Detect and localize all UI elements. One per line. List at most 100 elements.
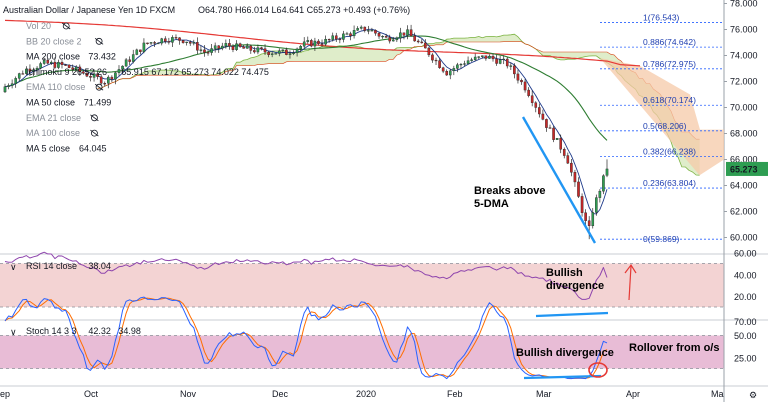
candle-body: [274, 53, 278, 55]
rollover-annotation: Rollover from o/s: [629, 342, 719, 354]
candle-body: [377, 33, 381, 37]
candle-body: [448, 70, 452, 76]
chart-title: Australian Dollar / Japanese Yen 1D FXCM: [3, 5, 175, 15]
rsi-tick-label: 20.00: [734, 292, 757, 302]
time-tick-label: Nov: [180, 389, 197, 399]
eye-slash: [90, 129, 99, 137]
candle-body: [313, 40, 317, 47]
candle-body: [331, 35, 335, 40]
candle-body: [327, 38, 331, 41]
candle-body: [356, 28, 359, 31]
candle-body: [577, 181, 580, 197]
indicator-value: 71.499: [84, 98, 112, 108]
candle-body: [288, 53, 292, 55]
rsi-tick-label: 60.00: [734, 249, 757, 259]
candle-body: [46, 59, 50, 64]
candle-body: [64, 64, 67, 66]
eye-off-icon[interactable]: [62, 22, 70, 30]
candle-body: [238, 43, 242, 47]
candle-body: [359, 26, 363, 29]
time-tick-label: Sep: [0, 389, 10, 399]
rsi-pane: [4, 251, 608, 300]
candle-body: [399, 32, 402, 39]
candle-body: [156, 42, 160, 45]
indicator-value: 73.432: [88, 52, 116, 62]
candle-body: [580, 196, 584, 213]
fib-label: 0.5(68.206): [643, 121, 687, 131]
candle-body: [391, 39, 395, 42]
ma-200-line: [4, 19, 641, 67]
indicator-label: EMA 110 close: [26, 82, 85, 92]
candle-body: [491, 55, 495, 60]
candle-body: [228, 43, 231, 47]
candle-body: [498, 59, 502, 64]
price-tick-label: 76.000: [730, 25, 758, 35]
candle-body: [370, 30, 374, 32]
ichimoku-future-cloud: [600, 58, 724, 176]
stochastic-pane: [4, 296, 608, 380]
candle-body: [402, 32, 406, 36]
candle-body: [277, 50, 281, 54]
candle-body: [174, 37, 178, 39]
candle-body: [50, 61, 53, 64]
fib-label: 1(76.543): [643, 12, 680, 22]
indicator-label: MA 100 close: [26, 128, 80, 138]
stoch-d-value: 34.98: [118, 326, 141, 336]
annotation-line: Bullish: [546, 267, 583, 279]
rsi-divergence-annotation: Bullish divergence: [546, 267, 604, 292]
candle-body: [263, 48, 267, 53]
candle-body: [587, 220, 591, 227]
price-tick-label: 62.000: [730, 207, 758, 217]
eye-off-icon[interactable]: [91, 114, 98, 122]
candle-body: [363, 26, 367, 31]
candle-body: [249, 45, 253, 51]
candle-body: [167, 41, 171, 43]
candle-body: [39, 63, 42, 69]
eye-off-icon[interactable]: [95, 83, 103, 91]
fib-label: 0.786(72.975): [643, 59, 696, 69]
candle-body: [199, 49, 203, 51]
candle-body: [548, 127, 552, 129]
candle-body: [598, 190, 602, 198]
candle-body: [21, 73, 25, 75]
candle-body: [253, 50, 256, 53]
settings-gear-icon: ⚙: [749, 390, 757, 400]
candle-body: [452, 68, 456, 72]
candle-body: [413, 35, 416, 42]
candle-body: [74, 66, 78, 70]
candle-body: [555, 137, 559, 140]
rsi-divergence-line: [535, 311, 609, 318]
stoch-label: Stoch 14 3 3: [26, 326, 77, 336]
candle-body: [99, 76, 103, 84]
eye-slash: [61, 22, 71, 30]
candle-body: [57, 62, 60, 68]
candle-body: [463, 63, 466, 65]
candle-body: [92, 73, 96, 78]
price-tick-label: 64.000: [730, 181, 758, 191]
candle-body: [310, 40, 313, 47]
rsi-tick-label: 40.00: [734, 270, 757, 280]
candle-body: [445, 71, 449, 76]
fibonacci-levels: 1(76.543) 0.886(74.642) 0.786(72.975) 0.618…: [600, 12, 724, 244]
candle-body: [231, 46, 235, 50]
shared-tick-label: 70.00: [734, 317, 757, 327]
fib-label: 0(59.869): [643, 234, 680, 244]
indicator-label: MA 200 close: [26, 52, 80, 62]
candle-body: [171, 37, 174, 43]
eye-off-icon[interactable]: [91, 129, 98, 137]
price-tick-label: 68.000: [730, 129, 758, 139]
indicator-label: Ichimoku 9 26 52 26: [26, 67, 107, 77]
candle-body: [217, 45, 221, 49]
indicator-label: BB 20 close 2: [26, 36, 82, 46]
candle-body: [285, 49, 288, 55]
candle-body: [338, 38, 342, 41]
candle-body: [142, 42, 146, 52]
candle-body: [495, 58, 498, 64]
eye-off-icon[interactable]: [95, 37, 103, 45]
candle-body: [481, 55, 484, 57]
candle-body: [302, 41, 306, 47]
candle-body: [149, 42, 153, 44]
price-tick-label: 74.000: [730, 51, 758, 61]
candle-body: [185, 41, 188, 43]
